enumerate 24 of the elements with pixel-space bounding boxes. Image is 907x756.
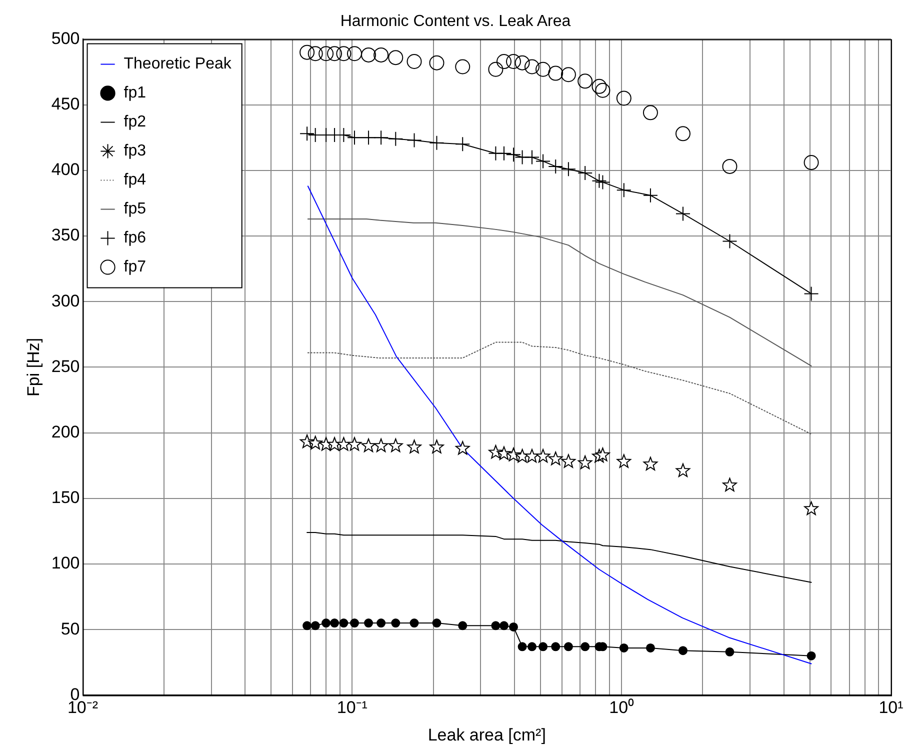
- legend-label: fp1: [124, 84, 146, 102]
- y-tick-label: 100: [51, 554, 80, 573]
- legend-label: Theoretic Peak: [124, 56, 232, 73]
- chart-title: Harmonic Content vs. Leak Area: [340, 13, 571, 30]
- legend-label: fp6: [124, 230, 146, 247]
- y-tick-label: 250: [51, 356, 80, 376]
- legend-label: fp2: [124, 114, 146, 131]
- y-tick-label: 50: [60, 619, 80, 638]
- x-tick-label: 10⁰: [609, 698, 634, 718]
- legend-label: fp4: [124, 172, 146, 189]
- y-tick-label: 300: [51, 291, 80, 310]
- x-tick-label: 10¹: [878, 698, 904, 718]
- y-tick-label: 500: [51, 28, 80, 48]
- legend-label: fp3: [124, 142, 146, 160]
- y-axis-title: Fpi [Hz]: [24, 338, 43, 396]
- legend-label: fp5: [124, 200, 146, 218]
- x-tick-label: 10⁻¹: [336, 698, 368, 718]
- y-tick-label: 350: [51, 226, 80, 245]
- y-tick-label: 450: [51, 94, 80, 114]
- legend-label: fp7: [124, 258, 146, 276]
- x-axis-title: Leak area [cm²]: [428, 725, 546, 744]
- y-tick-label: 150: [51, 488, 80, 508]
- y-tick-label: 400: [51, 160, 80, 180]
- y-tick-label: 200: [51, 422, 80, 442]
